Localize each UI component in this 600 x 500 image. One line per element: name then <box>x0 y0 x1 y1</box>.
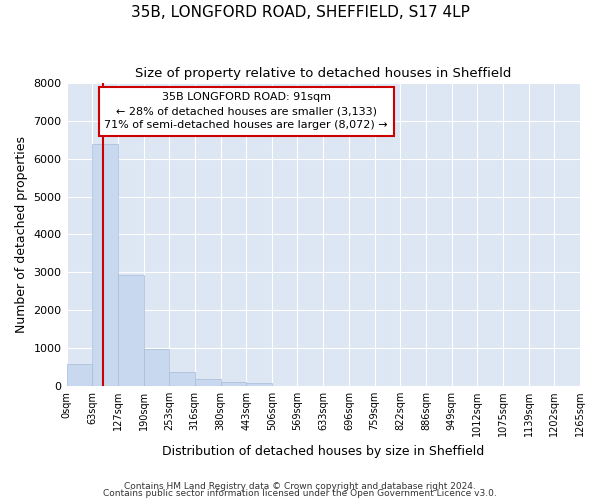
Bar <box>247 383 272 386</box>
Text: Contains HM Land Registry data © Crown copyright and database right 2024.: Contains HM Land Registry data © Crown c… <box>124 482 476 491</box>
Title: Size of property relative to detached houses in Sheffield: Size of property relative to detached ho… <box>135 68 511 80</box>
Text: Contains public sector information licensed under the Open Government Licence v3: Contains public sector information licen… <box>103 489 497 498</box>
Bar <box>195 379 221 386</box>
Text: 35B, LONGFORD ROAD, SHEFFIELD, S17 4LP: 35B, LONGFORD ROAD, SHEFFIELD, S17 4LP <box>131 5 469 20</box>
Text: 35B LONGFORD ROAD: 91sqm
← 28% of detached houses are smaller (3,133)
71% of sem: 35B LONGFORD ROAD: 91sqm ← 28% of detach… <box>104 92 388 130</box>
Bar <box>92 144 118 386</box>
Bar <box>221 382 247 386</box>
Y-axis label: Number of detached properties: Number of detached properties <box>15 136 28 333</box>
Bar <box>118 276 143 386</box>
X-axis label: Distribution of detached houses by size in Sheffield: Distribution of detached houses by size … <box>162 444 484 458</box>
Bar <box>143 349 169 386</box>
Bar <box>169 372 195 386</box>
Bar <box>67 364 92 386</box>
